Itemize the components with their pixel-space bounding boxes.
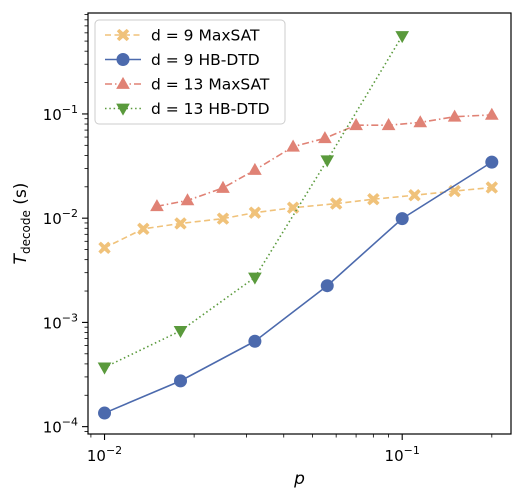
data-point: [98, 406, 112, 420]
series-2: [98, 155, 499, 420]
legend-label: d = 9 HB-DTD: [151, 51, 260, 69]
data-point: [367, 193, 380, 206]
data-point: [98, 241, 111, 254]
legend: d = 9 MaxSAT d = 9 HB-DTD d = 13 MaxSAT d =…: [94, 19, 286, 125]
y-tick-label: 10−4: [43, 416, 78, 437]
y-tick-label: 10−2: [43, 207, 78, 228]
data-point: [381, 118, 396, 131]
data-point: [174, 217, 187, 230]
data-point: [97, 362, 112, 375]
series-line: [104, 161, 493, 414]
legend-label: d = 13 HB-DTD: [151, 100, 270, 118]
legend-marker: [116, 53, 130, 66]
series-4: [97, 31, 410, 375]
data-point: [320, 155, 335, 168]
data-point: [216, 180, 230, 193]
data-point: [216, 212, 230, 225]
y-tick-label: 10−3: [43, 311, 78, 332]
data-point: [248, 334, 262, 348]
data-point: [395, 31, 410, 44]
data-point: [329, 197, 343, 210]
legend-entry: d = 9 MaxSAT: [105, 27, 260, 45]
x-tick-label: 10−2: [87, 444, 122, 465]
series-3: [150, 107, 499, 212]
legend-box: [94, 19, 286, 125]
data-point: [408, 189, 421, 202]
data-point: [395, 212, 409, 226]
legend-marker: [116, 103, 130, 116]
legend-entry: d = 13 HB-DTD: [105, 100, 270, 118]
series-1: [98, 181, 498, 254]
data-point: [447, 109, 462, 122]
data-point: [180, 193, 195, 206]
legend-label: d = 9 MaxSAT: [151, 27, 260, 45]
data-point: [485, 181, 498, 194]
data-point: [485, 155, 499, 169]
data-point: [320, 279, 334, 293]
data-point: [173, 325, 188, 338]
data-point: [150, 199, 164, 212]
data-point: [248, 162, 262, 175]
data-point: [286, 139, 300, 152]
y-axis-label: Tdecode (s): [11, 183, 33, 265]
legend-entry: d = 13 MaxSAT: [105, 76, 270, 94]
x-axis: 10−2 10−1: [87, 434, 493, 465]
series-line: [104, 35, 403, 369]
y-axis: 10−4 10−3 10−2 10−1: [43, 14, 88, 437]
x-axis-label: p: [293, 469, 305, 489]
series-line: [156, 114, 492, 208]
y-tick-label: 10−1: [43, 103, 78, 124]
data-point: [248, 272, 262, 285]
data-point: [349, 118, 363, 131]
data-point: [484, 107, 499, 120]
legend-marker: [116, 76, 130, 89]
data-point: [174, 374, 188, 388]
legend-entry: d = 9 HB-DTD: [105, 51, 260, 69]
data-point: [248, 206, 262, 219]
legend-label: d = 13 MaxSAT: [151, 76, 270, 94]
series-layer: [97, 31, 499, 420]
data-point: [413, 115, 428, 128]
data-point: [137, 222, 150, 236]
legend-marker: [116, 28, 130, 42]
data-point: [318, 131, 332, 144]
x-tick-label: 10−1: [385, 444, 420, 465]
